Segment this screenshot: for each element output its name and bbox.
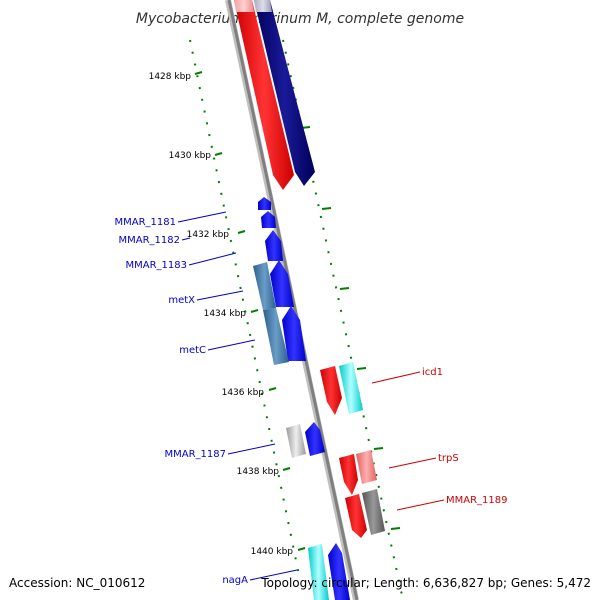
- gene-label[interactable]: metC: [179, 345, 206, 356]
- reverse-strand-band-top: [254, 0, 272, 12]
- gene-label[interactable]: trpS: [438, 453, 459, 464]
- gene-feature: [362, 489, 385, 535]
- accession-text: Accession: NC_010612: [9, 576, 145, 590]
- gene-label[interactable]: nagA: [222, 575, 248, 586]
- tick-label: 1438 kbp: [237, 467, 280, 477]
- gene-feature: [261, 211, 276, 228]
- gene-feature: [328, 543, 350, 600]
- tick-label: 1440 kbp: [251, 547, 294, 557]
- tick-label: 1430 kbp: [169, 151, 212, 161]
- gene-feature: [308, 544, 329, 600]
- gene-label[interactable]: MMAR_1187: [165, 449, 227, 460]
- map-title: Mycobacterium marinum M, complete genome: [136, 11, 464, 27]
- reverse-strand-band: [254, 0, 315, 186]
- gene-label[interactable]: MMAR_1189: [446, 495, 508, 506]
- topology-summary: Topology: circular; Length: 6,636,827 bp…: [260, 576, 591, 590]
- genome-backbone: [227, 0, 359, 600]
- gene-label[interactable]: MMAR_1183: [126, 260, 188, 271]
- label-leaders: [177, 211, 445, 581]
- gene-label[interactable]: metX: [168, 295, 195, 306]
- gene-feature: [339, 454, 358, 495]
- forward-strand-band: [234, 0, 294, 190]
- gene-feature: [339, 362, 363, 414]
- gene-feature: [286, 424, 306, 458]
- gene-feature: [263, 308, 289, 365]
- gene-feature: [270, 260, 294, 307]
- gene-label[interactable]: icd1: [422, 367, 443, 378]
- gene-label[interactable]: MMAR_1182: [119, 235, 181, 246]
- tick-label: 1432 kbp: [187, 230, 230, 240]
- tick-label: 1436 kbp: [222, 388, 265, 398]
- gene-feature: [345, 494, 367, 538]
- tick-label: 1434 kbp: [204, 309, 247, 319]
- gene-feature: [305, 422, 325, 456]
- ruler-ticks: [194, 71, 401, 551]
- forward-strand-band-top: [234, 0, 254, 12]
- gene-feature: [282, 306, 306, 361]
- gene-feature: [356, 450, 377, 484]
- gene-feature: [258, 197, 271, 210]
- tick-label: 1428 kbp: [149, 72, 192, 82]
- gene-label[interactable]: MMAR_1181: [115, 217, 177, 228]
- gene-feature: [265, 230, 283, 261]
- gene-feature: [320, 366, 342, 415]
- gene-feature: [253, 262, 276, 310]
